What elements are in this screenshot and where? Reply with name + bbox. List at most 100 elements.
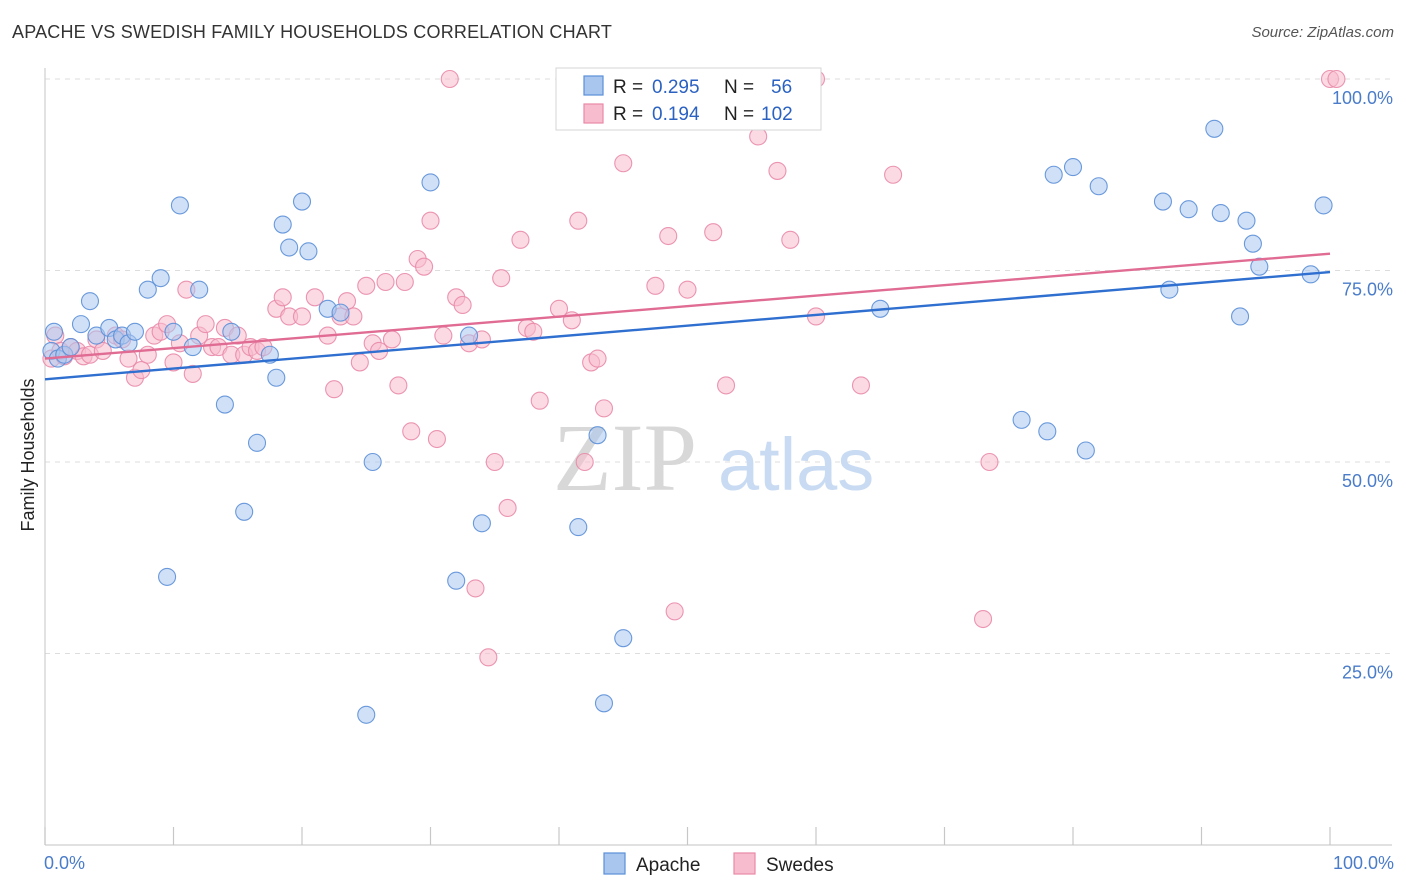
swedes-point-74 xyxy=(569,211,588,230)
grid-lines xyxy=(45,78,1392,654)
apache-point-52 xyxy=(1205,119,1224,138)
swedes-point-77 xyxy=(588,349,607,368)
swedes-point-80 xyxy=(646,276,665,295)
apache-point-40 xyxy=(594,694,614,713)
apache-point-26 xyxy=(273,215,292,234)
apache-point-25 xyxy=(267,368,286,387)
swedes-point-54 xyxy=(415,257,434,276)
swedes-point-57 xyxy=(434,326,453,345)
bottom-legend-swatch-swedes xyxy=(733,852,756,875)
apache-point-46 xyxy=(1063,158,1083,177)
legend-r-value-apache: 0.295 xyxy=(652,77,700,98)
apache-point-19 xyxy=(190,280,209,299)
swedes-point-65 xyxy=(485,452,504,472)
legend-swatch-swedes xyxy=(583,103,604,124)
legend-n-value-swedes: 102 xyxy=(761,104,793,125)
swedes-point-81 xyxy=(659,226,678,246)
swedes-point-40 xyxy=(325,380,344,399)
apache-point-14 xyxy=(151,269,170,288)
swedes-point-82 xyxy=(665,602,684,621)
apache-point-32 xyxy=(357,705,376,724)
swedes-point-56 xyxy=(427,429,446,449)
swedes-point-44 xyxy=(350,353,369,372)
swedes-point-35 xyxy=(273,288,292,307)
y-tick-label-25: 25.0% xyxy=(1342,663,1393,683)
source-label: Source: ZipAtlas.com xyxy=(1251,24,1394,41)
swedes-point-87 xyxy=(768,161,787,180)
apache-point-27 xyxy=(280,238,299,257)
swedes-point-93 xyxy=(980,452,999,472)
apache-point-48 xyxy=(1089,177,1108,196)
y-tick-label-100: 100.0% xyxy=(1332,88,1393,108)
swedes-point-58 xyxy=(440,69,459,89)
swedes-point-38 xyxy=(305,288,324,307)
swedes-point-24 xyxy=(196,315,215,334)
swedes-point-75 xyxy=(575,452,594,472)
swedes-point-51 xyxy=(395,272,414,292)
chart-title: APACHE VS SWEDISH FAMILY HOUSEHOLDS CORR… xyxy=(12,22,613,42)
apache-point-36 xyxy=(459,326,479,345)
swedes-point-55 xyxy=(421,211,440,230)
apache-point-17 xyxy=(170,196,189,215)
apache-point-12 xyxy=(125,322,144,341)
swedes-point-92 xyxy=(973,609,993,629)
legend-n-label-swedes: N = xyxy=(724,104,754,125)
swedes-point-71 xyxy=(530,391,549,410)
apache-point-22 xyxy=(235,502,254,521)
apache-point-53 xyxy=(1211,204,1230,223)
swedes-point-79 xyxy=(614,154,633,173)
apache-point-41 xyxy=(614,629,633,648)
y-axis-label: Family Households xyxy=(18,378,38,531)
apache-point-45 xyxy=(1044,165,1063,184)
legend-r-label-apache: R = xyxy=(613,77,643,98)
apache-point-6 xyxy=(80,292,100,311)
bottom-legend-apache: Apache xyxy=(636,855,700,876)
apache-point-43 xyxy=(1012,410,1031,429)
apache-point-37 xyxy=(472,514,491,533)
apache-point-54 xyxy=(1231,307,1250,326)
apache-point-44 xyxy=(1038,422,1057,441)
swedes-point-50 xyxy=(389,376,408,395)
apache-point-59 xyxy=(1314,196,1333,215)
swedes-point-67 xyxy=(498,498,517,518)
apache-point-35 xyxy=(447,571,466,590)
bottom-legend: Apache Swedes xyxy=(603,852,834,876)
apache-point-33 xyxy=(363,452,382,472)
swedes-point-62 xyxy=(466,579,485,598)
apache-point-34 xyxy=(421,173,440,192)
apache-point-15 xyxy=(158,567,177,586)
swedes-points xyxy=(42,69,1346,667)
bottom-legend-swedes: Swedes xyxy=(766,855,834,876)
swedes-point-96 xyxy=(1327,69,1346,89)
apache-point-16 xyxy=(164,322,183,341)
swedes-point-85 xyxy=(716,376,736,395)
apache-point-49 xyxy=(1153,192,1172,211)
swedes-point-49 xyxy=(382,330,402,349)
apache-trend-line xyxy=(44,270,1331,381)
apache-point-21 xyxy=(222,322,241,341)
apache-point-29 xyxy=(299,242,318,261)
swedes-point-91 xyxy=(884,165,903,184)
apache-point-55 xyxy=(1237,211,1256,230)
apache-points xyxy=(42,119,1333,724)
swedes-point-60 xyxy=(453,295,472,315)
apache-point-31 xyxy=(331,303,350,322)
x-tick-label-min: 0.0% xyxy=(44,853,85,873)
swedes-point-48 xyxy=(376,272,395,292)
watermark-atlas: atlas xyxy=(718,423,874,506)
swedes-point-83 xyxy=(678,280,697,299)
swedes-trend-line xyxy=(44,252,1331,360)
swedes-point-66 xyxy=(492,269,511,288)
swedes-point-52 xyxy=(402,422,421,441)
swedes-point-84 xyxy=(704,223,723,242)
apache-point-38 xyxy=(569,518,588,537)
apache-point-39 xyxy=(588,426,607,445)
apache-point-5 xyxy=(71,315,91,334)
x-tick-label-max: 100.0% xyxy=(1333,853,1394,873)
apache-point-57 xyxy=(1250,257,1269,276)
apache-point-13 xyxy=(138,280,157,299)
swedes-point-64 xyxy=(479,648,498,667)
y-tick-labels: 25.0% 50.0% 75.0% 100.0% xyxy=(1332,88,1393,683)
apache-point-20 xyxy=(215,395,234,414)
swedes-point-78 xyxy=(594,399,614,418)
